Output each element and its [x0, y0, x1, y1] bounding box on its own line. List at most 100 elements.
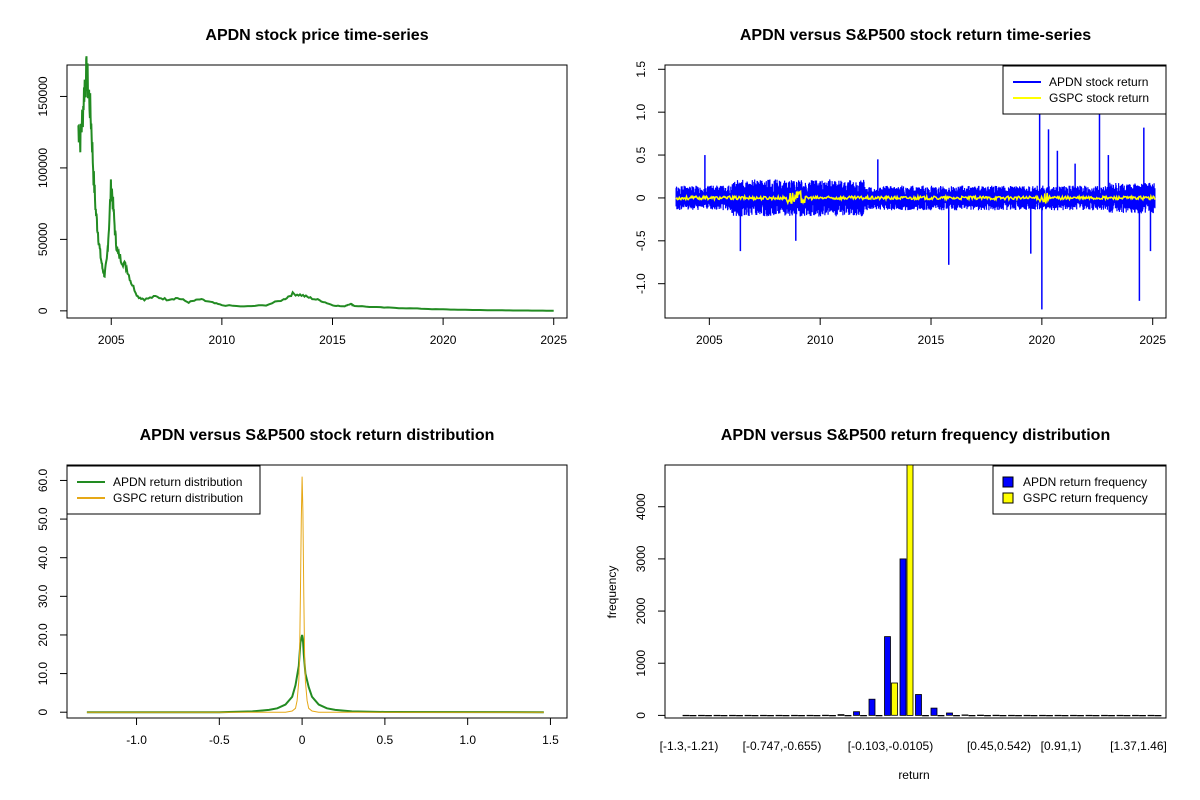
legend-swatch: [1002, 492, 1014, 504]
x-tick-label: 2020: [430, 333, 457, 347]
apdn-bar: [822, 714, 829, 717]
legend-box: [1002, 65, 1167, 115]
apdn-bar: [1101, 714, 1108, 717]
chart-title: APDN stock price time-series: [205, 27, 428, 44]
gspc-bar: [999, 715, 1007, 717]
x-tick-label: 2015: [319, 333, 346, 347]
gspc-bar: [953, 715, 960, 717]
gspc-bar: [813, 715, 821, 717]
gspc-bar: [968, 715, 976, 717]
gspc-bar: [1046, 715, 1053, 717]
y-tick-label: 0: [634, 194, 648, 201]
apdn-bar: [1039, 714, 1046, 717]
apdn-bar: [791, 714, 798, 717]
x-tick-label: 2025: [1139, 333, 1166, 347]
gspc-bar: [1077, 715, 1084, 717]
gspc-bar: [891, 682, 898, 716]
gspc-bar: [1092, 715, 1100, 717]
gspc-density-line: [86, 476, 544, 713]
apdn-bar: [1147, 714, 1155, 717]
chart-title: APDN versus S&P500 stock return time-ser…: [740, 27, 1091, 44]
return-timeseries-panel: APDN versus S&P500 stock return time-ser…: [634, 27, 1167, 347]
y-tick-label: 10.0: [36, 662, 50, 686]
gspc-bar: [844, 715, 852, 717]
y-tick-label: 1.5: [634, 61, 648, 78]
apdn-bar: [915, 694, 922, 716]
x-tick-label: 0.5: [377, 733, 394, 747]
gspc-bar: [1123, 715, 1131, 717]
apdn-bar: [1085, 714, 1093, 717]
apdn-bar: [899, 558, 907, 716]
x-tick-label: -1.0: [126, 733, 147, 747]
y-tick-label: 0: [634, 712, 648, 719]
gspc-bar: [689, 715, 697, 717]
apdn-bar: [1132, 714, 1139, 717]
x-tick-label: 1.0: [459, 733, 476, 747]
price-series-line: [77, 56, 554, 312]
apdn-bar: [837, 714, 845, 716]
gspc-bar: [1154, 715, 1162, 717]
gspc-bar: [1139, 715, 1146, 717]
gspc-bar: [798, 715, 805, 717]
apdn-bar: [977, 714, 984, 716]
apdn-bar: [775, 714, 783, 717]
apdn-bar: [868, 698, 876, 716]
y-tick-label: -0.5: [634, 230, 648, 251]
apdn-bar: [1054, 714, 1062, 717]
x-tick-label: 2005: [696, 333, 723, 347]
apdn-bar: [946, 712, 953, 716]
gspc-bar: [906, 464, 914, 716]
y-tick-label: 3000: [634, 545, 648, 572]
y-tick-label: 30.0: [36, 584, 50, 608]
apdn-bar: [1070, 714, 1077, 717]
x-tick-label: 2010: [209, 333, 236, 347]
apdn-bar: [884, 636, 891, 716]
plot-frame: [664, 464, 1167, 719]
x-tick-label: 2020: [1029, 333, 1056, 347]
gspc-bar: [829, 715, 836, 717]
legend-label: APDN return distribution: [113, 475, 242, 489]
gspc-bar: [767, 715, 774, 717]
y-tick-label: 2000: [634, 597, 648, 624]
chart-title: APDN versus S&P500 return frequency dist…: [721, 427, 1110, 444]
gspc-bar: [1015, 715, 1022, 717]
return-distribution-panel: APDN versus S&P500 stock return distribu…: [36, 427, 568, 747]
apdn-bar: [806, 714, 814, 717]
apdn-density-line: [86, 634, 544, 714]
y-tick-label: 100000: [36, 148, 50, 188]
y-tick-label: 50000: [36, 222, 50, 256]
x-tick-label: 2025: [540, 333, 567, 347]
return-frequency-panel: APDN versus S&P500 return frequency dist…: [605, 427, 1167, 782]
y-tick-label: -1.0: [634, 273, 648, 294]
x-tick-label: [1.37,1.46]: [1110, 739, 1167, 753]
legend-swatch: [1002, 476, 1014, 488]
x-tick-label: [0.45,0.542): [967, 739, 1031, 753]
gspc-bar: [937, 715, 945, 717]
legend-label: APDN stock return: [1049, 75, 1148, 89]
apdn-bar: [1023, 714, 1031, 717]
x-tick-label: [0.91,1): [1041, 739, 1082, 753]
y-tick-label: 40.0: [36, 546, 50, 570]
gspc-bar: [1061, 715, 1069, 717]
plot-frame: [66, 464, 568, 719]
plot-frame: [66, 64, 568, 319]
legend-label: GSPC stock return: [1049, 91, 1149, 105]
gspc-bar: [984, 715, 991, 717]
gspc-bar: [922, 715, 929, 717]
x-tick-label: [-1.3,-1.21): [660, 739, 719, 753]
apdn-bar: [1008, 714, 1015, 717]
gspc-bar: [782, 715, 790, 717]
gspc-bar: [860, 715, 867, 717]
y-tick-label: 1000: [634, 650, 648, 677]
y-axis-label: frequency: [605, 566, 619, 619]
apdn-bar: [729, 714, 736, 717]
y-tick-label: 0: [36, 709, 50, 716]
gspc-bar: [875, 715, 883, 717]
gspc-bar: [705, 715, 712, 717]
apdn-bar: [930, 707, 938, 716]
plot-frame: [664, 64, 1167, 319]
y-tick-label: 20.0: [36, 623, 50, 647]
x-tick-label: 1.5: [542, 733, 559, 747]
apdn-bar: [760, 714, 767, 717]
